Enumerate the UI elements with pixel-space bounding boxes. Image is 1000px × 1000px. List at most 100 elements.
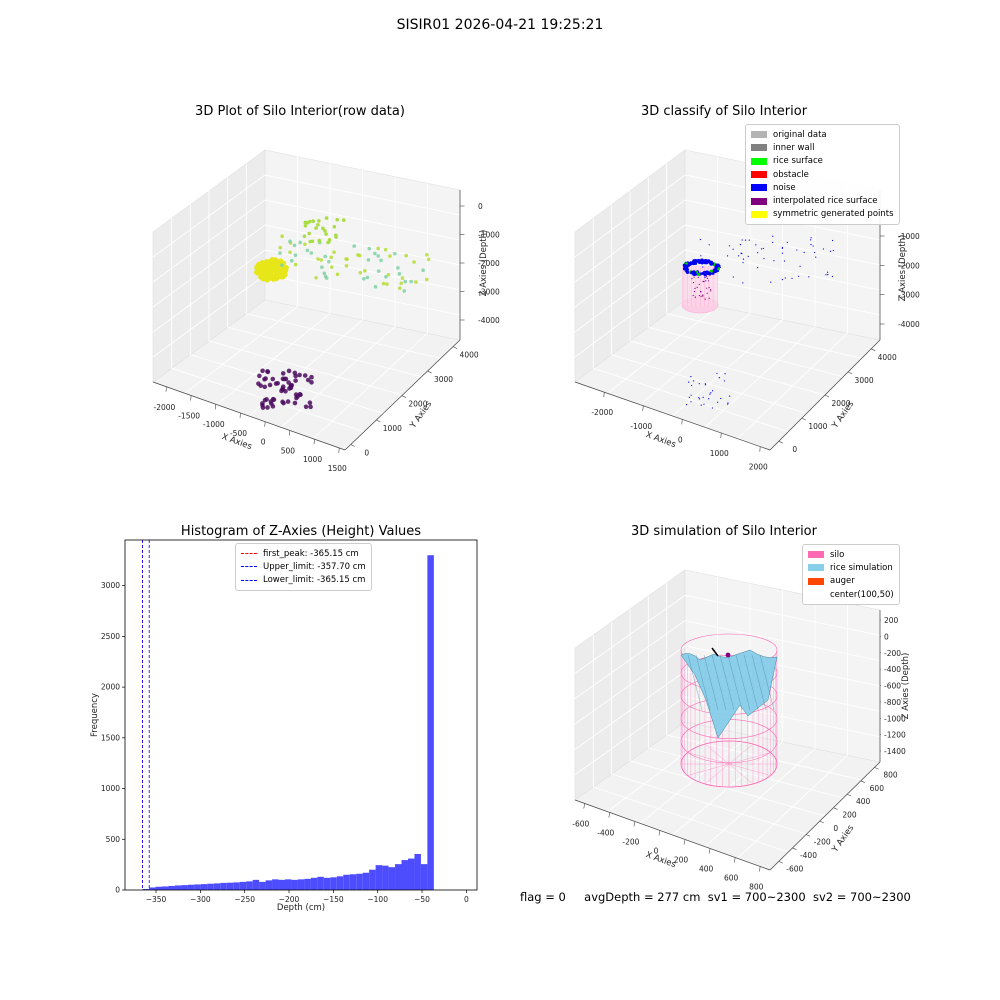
p1-point: [335, 272, 340, 277]
p2-point: [712, 390, 714, 392]
p1-point: [319, 258, 324, 262]
legend-entry: obstacle: [751, 168, 894, 181]
p4-y-tick: [874, 767, 879, 770]
panel4-title: 3D simulation of Silo Interior: [631, 524, 817, 539]
p1-z-tick-label: -4000: [478, 316, 500, 325]
p2-point: [702, 396, 704, 399]
p2-point: [709, 393, 711, 395]
p2-point: [685, 264, 689, 268]
p2-point: [694, 287, 696, 289]
histogram-bar: [200, 884, 208, 890]
p2-point: [698, 383, 700, 385]
histogram-y-tick-label: 0: [115, 886, 120, 895]
p4-z-tick-label: -400: [884, 665, 901, 674]
p4-x-axis-label: X Axies: [644, 850, 677, 870]
p1-point: [357, 253, 362, 258]
p2-point: [783, 260, 786, 262]
p1-point: [286, 368, 292, 374]
p2-point: [703, 403, 705, 405]
p2-point: [706, 275, 708, 278]
histogram-bar: [220, 882, 227, 890]
histogram-bar: [252, 879, 260, 890]
legend-entry: rice surface: [751, 155, 894, 168]
p1-x-tick-label: -500: [230, 429, 247, 438]
p2-x-axis-label: X Axies: [644, 430, 677, 450]
histogram-x-axis-label: Depth (cm): [277, 903, 325, 913]
p1-point: [393, 251, 397, 256]
histogram-x-tick-label: −150: [323, 895, 344, 904]
p4-y-tick-label: 400: [856, 797, 871, 806]
p2-point: [710, 392, 712, 394]
p2-x-tick: [720, 432, 722, 439]
legend-label: center(100,50): [830, 589, 894, 600]
p2-point: [831, 275, 834, 278]
legend-swatch: [751, 131, 767, 139]
p2-point: [710, 290, 712, 292]
p1-point: [262, 384, 268, 390]
p2-point: [720, 397, 722, 400]
histogram-bar: [284, 879, 292, 890]
legend-label: obstacle: [773, 169, 809, 180]
p1-point: [397, 272, 402, 276]
p2-point: [698, 398, 701, 400]
p1-point: [288, 250, 292, 255]
p2-point: [699, 238, 701, 241]
p1-point: [305, 248, 310, 253]
legend-label: symmetric generated points: [773, 209, 894, 220]
histogram-bar: [181, 885, 188, 890]
p1-point: [362, 276, 366, 281]
legend-label: rice simulation: [830, 562, 893, 573]
p1-point: [385, 282, 389, 286]
p1-point: [424, 277, 429, 282]
p2-point: [772, 235, 774, 237]
p4-grid-z-back: [684, 594, 881, 636]
p4-x-tick: [733, 857, 736, 863]
p2-point: [704, 277, 706, 279]
histogram-bar: [395, 864, 402, 890]
p4-x-tick: [758, 866, 761, 872]
p2-point: [772, 241, 774, 243]
legend-entry: original data: [751, 128, 894, 141]
p1-point: [265, 405, 270, 410]
panel3-title: Histogram of Z-Axies (Height) Values: [180, 524, 422, 539]
p2-y-tick-label: 4000: [878, 353, 897, 362]
p1-point: [367, 246, 372, 251]
panel2-legend: original data inner wall rice surface obsta…: [745, 124, 900, 226]
p1-x-tick: [190, 395, 192, 401]
p1-point: [344, 257, 348, 261]
p2-point: [796, 249, 798, 251]
p1-point: [278, 245, 283, 250]
legend-entry: center(100,50): [808, 588, 894, 601]
p1-point: [270, 268, 275, 273]
histogram-x-tick-label: −50: [414, 895, 430, 904]
p2-point: [700, 258, 704, 262]
p1-point: [373, 285, 378, 289]
p1-point: [326, 240, 331, 244]
p2-point: [708, 398, 710, 400]
p1-point: [286, 380, 291, 385]
p4-x-tick: [633, 821, 636, 827]
legend-swatch: [808, 564, 824, 572]
sv2-text: sv2 = 700~2300: [812, 890, 911, 904]
p4-silo-spoke: [728, 763, 771, 776]
p2-point: [700, 255, 702, 257]
histogram-bar: [187, 884, 195, 890]
p2-x-tick: [759, 446, 761, 452]
p2-point: [784, 277, 786, 279]
histogram-x-tick-label: −200: [279, 895, 300, 904]
p1-x-tick-label: -2000: [154, 403, 176, 412]
p1-point: [309, 251, 314, 255]
p2-point: [756, 267, 759, 269]
histogram-x-tick-label: −300: [190, 895, 211, 904]
p1-point: [384, 275, 388, 279]
histogram-y-tick-label: 1500: [101, 733, 120, 742]
p1-point: [323, 254, 328, 259]
legend-swatch: [751, 171, 767, 179]
p2-point: [692, 294, 694, 297]
p4-x-tick-label: -600: [572, 820, 589, 829]
p1-point: [425, 252, 429, 257]
p1-x-tick-label: 0: [261, 438, 266, 447]
p4-rice-mesh: [727, 654, 743, 711]
p1-point: [309, 374, 314, 380]
p4-x-tick: [658, 830, 661, 836]
